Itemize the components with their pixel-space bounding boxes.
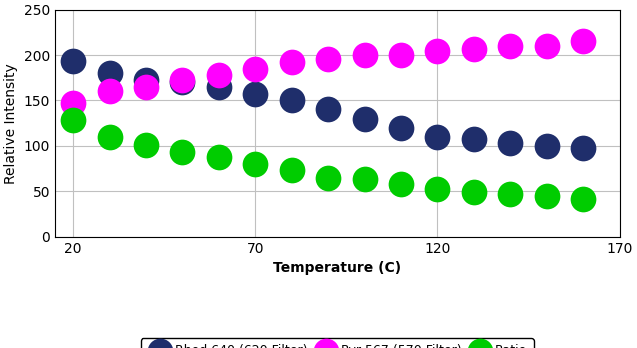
Pyr 567 (570 Filter) (141, 84, 151, 90)
Pyr 567 (570 Filter) (469, 46, 479, 52)
Rhod 640 (620 Filter) (359, 116, 369, 121)
Pyr 567 (570 Filter) (578, 39, 589, 44)
Ratio (323, 175, 333, 180)
Ratio (177, 149, 187, 155)
Pyr 567 (570 Filter) (287, 60, 297, 65)
Rhod 640 (620 Filter) (287, 98, 297, 103)
Pyr 567 (570 Filter) (396, 52, 406, 58)
Pyr 567 (570 Filter) (323, 56, 333, 62)
Ratio (433, 186, 443, 191)
Rhod 640 (620 Filter) (578, 145, 589, 150)
Pyr 567 (570 Filter) (433, 48, 443, 53)
Rhod 640 (620 Filter) (250, 91, 261, 97)
Rhod 640 (620 Filter) (469, 137, 479, 142)
Y-axis label: Relative Intensity: Relative Intensity (4, 63, 18, 183)
Rhod 640 (620 Filter) (323, 106, 333, 111)
Pyr 567 (570 Filter) (68, 100, 78, 106)
Ratio (505, 191, 515, 197)
Rhod 640 (620 Filter) (177, 79, 187, 85)
Legend: Rhod 640 (620 Filter), Pyr 567 (570 Filter), Ratio: Rhod 640 (620 Filter), Pyr 567 (570 Filt… (141, 338, 534, 348)
Pyr 567 (570 Filter) (177, 78, 187, 83)
Ratio (250, 161, 261, 167)
Ratio (104, 134, 115, 140)
X-axis label: Temperature (C): Temperature (C) (273, 261, 401, 275)
Ratio (287, 168, 297, 173)
Pyr 567 (570 Filter) (214, 72, 224, 78)
Rhod 640 (620 Filter) (505, 140, 515, 146)
Rhod 640 (620 Filter) (541, 143, 552, 149)
Pyr 567 (570 Filter) (359, 52, 369, 58)
Ratio (68, 118, 78, 123)
Ratio (541, 193, 552, 199)
Pyr 567 (570 Filter) (505, 43, 515, 49)
Ratio (141, 142, 151, 148)
Pyr 567 (570 Filter) (104, 89, 115, 94)
Ratio (359, 177, 369, 182)
Rhod 640 (620 Filter) (214, 84, 224, 90)
Pyr 567 (570 Filter) (541, 43, 552, 49)
Ratio (396, 181, 406, 187)
Rhod 640 (620 Filter) (104, 70, 115, 76)
Rhod 640 (620 Filter) (433, 134, 443, 140)
Pyr 567 (570 Filter) (250, 66, 261, 71)
Rhod 640 (620 Filter) (396, 125, 406, 130)
Ratio (214, 154, 224, 159)
Ratio (469, 189, 479, 195)
Rhod 640 (620 Filter) (68, 58, 78, 64)
Rhod 640 (620 Filter) (141, 77, 151, 82)
Ratio (578, 196, 589, 201)
